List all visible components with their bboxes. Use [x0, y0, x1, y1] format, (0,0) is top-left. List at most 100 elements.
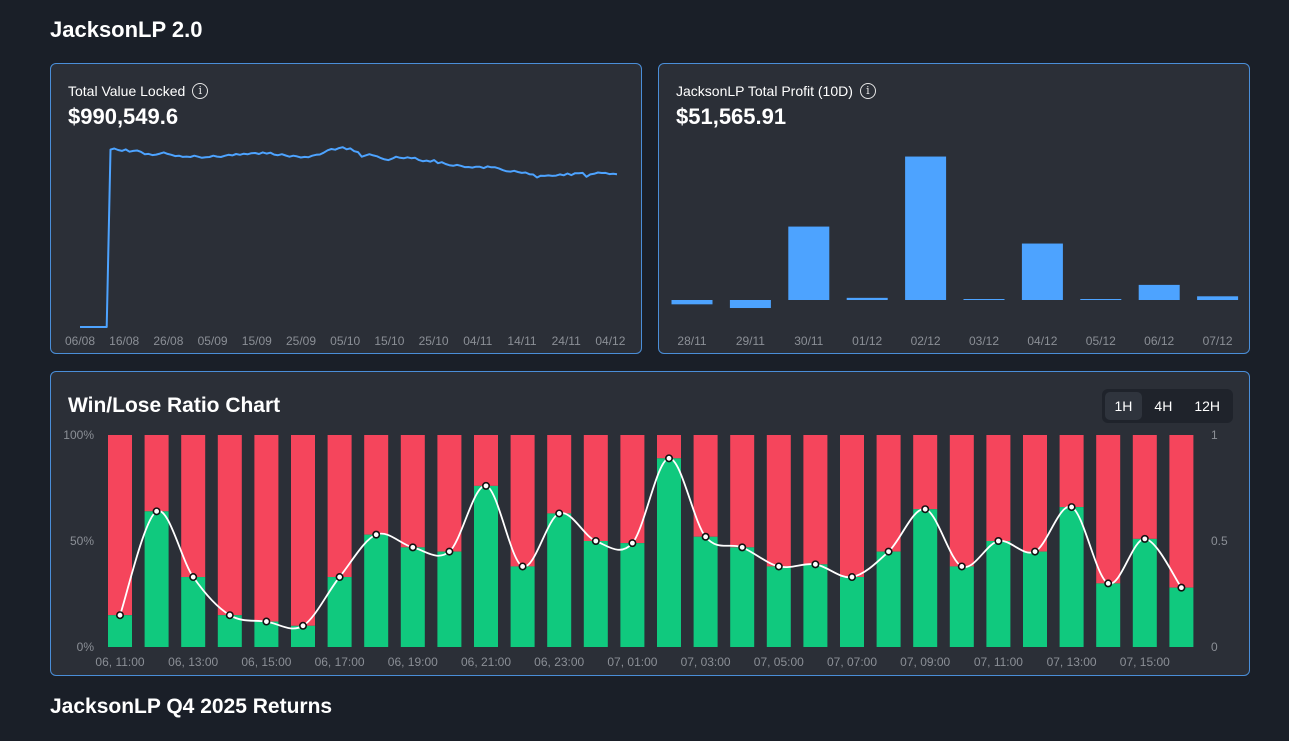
- win-bar: [1096, 583, 1121, 647]
- tvl-x-tick-label: 25/10: [419, 334, 449, 348]
- timeframe-4h-button[interactable]: 4H: [1154, 398, 1173, 414]
- win-ratio-point: [445, 547, 454, 556]
- win-bar: [766, 566, 791, 647]
- win-bar: [291, 625, 315, 647]
- win-ratio-point: [1067, 503, 1076, 512]
- win-ratio-point: [628, 539, 637, 548]
- lose-bar: [913, 435, 938, 510]
- wl-x-tick-label: 06, 11:00: [95, 655, 144, 669]
- win-bar: [364, 534, 389, 647]
- wl-x-tick-label: 07, 09:00: [900, 655, 950, 669]
- win-ratio-point: [116, 611, 125, 620]
- wl-y-left-tick-label: 100%: [63, 428, 94, 442]
- info-icon[interactable]: i: [859, 83, 876, 99]
- win-bar: [474, 485, 498, 647]
- tvl-line-chart: 06/08 16/08 26/08 05/09 15/09 25/09 05/10 15/10…: [65, 146, 626, 348]
- tvl-label-row: Total Value Locked i: [68, 83, 209, 99]
- lose-bar: [291, 435, 315, 626]
- wl-y-right-tick-label: 0: [1211, 640, 1218, 654]
- tvl-value: $990,549.6: [68, 104, 179, 129]
- profit-x-tick-label: 05/12: [1086, 334, 1116, 348]
- win-ratio-point: [701, 532, 710, 541]
- profit-bar: [846, 297, 888, 300]
- tvl-x-tick-label: 25/09: [286, 334, 316, 348]
- lose-bar: [144, 435, 169, 512]
- win-ratio-point: [1140, 534, 1149, 543]
- timeframe-12h-button[interactable]: 12H: [1194, 398, 1220, 414]
- info-icon[interactable]: i: [192, 83, 209, 99]
- win-bar: [1132, 538, 1157, 647]
- win-ratio-point: [1104, 579, 1113, 588]
- win-ratio-point: [262, 617, 271, 626]
- win-bar: [803, 564, 828, 647]
- win-ratio-point: [299, 621, 308, 630]
- profit-bar: [1021, 243, 1063, 300]
- tvl-x-tick-label: 16/08: [109, 334, 139, 348]
- win-ratio-point: [847, 573, 856, 582]
- win-bar: [1059, 507, 1084, 647]
- tvl-card: Total Value Locked i $990,549.6 06/08 16/…: [50, 63, 642, 354]
- win-bar: [657, 458, 681, 647]
- win-bar: [108, 615, 132, 647]
- lose-bar: [400, 435, 425, 548]
- win-bar: [400, 547, 425, 647]
- win-ratio-point: [555, 509, 564, 518]
- wl-x-tick-label: 07, 03:00: [681, 655, 731, 669]
- lose-bar: [949, 435, 974, 567]
- win-ratio-point: [1030, 547, 1039, 556]
- tvl-x-tick-label: 14/11: [507, 334, 536, 348]
- tvl-x-tick-label: 04/12: [595, 334, 625, 348]
- lose-bar: [803, 435, 828, 565]
- wl-x-tick-label: 06, 19:00: [388, 655, 438, 669]
- win-bar: [254, 621, 279, 647]
- lose-bar: [1169, 435, 1194, 588]
- lose-bar: [327, 435, 352, 578]
- win-lose-card: Win/Lose Ratio Chart 1H 4H 12H 0% 50% 100%…: [50, 371, 1250, 676]
- profit-x-tick-label: 30/11: [794, 334, 823, 348]
- timeframe-1h-button[interactable]: 1H: [1104, 392, 1143, 420]
- wl-x-tick-label: 07, 07:00: [827, 655, 877, 669]
- win-bar: [986, 541, 1011, 647]
- lose-bar: [657, 435, 681, 459]
- win-ratio-point: [664, 454, 673, 463]
- win-ratio-point: [335, 573, 344, 582]
- win-ratio-point: [189, 573, 198, 582]
- win-bar: [913, 509, 938, 647]
- profit-label: JacksonLP Total Profit (10D): [676, 83, 853, 99]
- profit-x-tick-label: 02/12: [911, 334, 941, 348]
- tvl-series-line: [80, 146, 618, 328]
- lose-bar: [1096, 435, 1121, 584]
- wl-y-left-tick-label: 0%: [77, 640, 95, 654]
- wl-y-right-tick-label: 0.5: [1211, 534, 1228, 548]
- win-bar: [510, 566, 535, 647]
- win-ratio-point: [884, 547, 893, 556]
- win-bar: [730, 547, 755, 647]
- win-bar: [620, 543, 645, 647]
- lose-bar: [474, 435, 498, 486]
- win-ratio-point: [481, 481, 490, 490]
- wl-x-tick-label: 07, 15:00: [1120, 655, 1170, 669]
- tvl-x-tick-label: 15/09: [242, 334, 272, 348]
- win-bar: [217, 615, 242, 647]
- wl-x-tick-label: 06, 17:00: [315, 655, 365, 669]
- profit-x-tick-label: 28/11: [677, 334, 706, 348]
- win-ratio-point: [518, 562, 527, 571]
- page-title: JacksonLP 2.0: [50, 17, 203, 42]
- profit-bar: [671, 300, 713, 305]
- lose-bar: [510, 435, 535, 567]
- profit-bar-chart: 28/11 29/11 30/11 01/12 02/12 03/12 04/12 05/12…: [671, 156, 1239, 348]
- wl-y-left-tick-label: 50%: [70, 534, 94, 548]
- wl-x-tick-label: 06, 15:00: [241, 655, 291, 669]
- tvl-x-tick-label: 15/10: [374, 334, 404, 348]
- profit-bar: [1197, 296, 1239, 300]
- lose-bar: [437, 435, 462, 552]
- win-ratio-point: [811, 560, 820, 569]
- win-ratio-point: [957, 562, 966, 571]
- tvl-x-tick-label: 04/11: [463, 334, 492, 348]
- lose-bar: [840, 435, 864, 578]
- profit-x-tick-label: 07/12: [1203, 334, 1233, 348]
- tvl-x-tick-label: 26/08: [153, 334, 183, 348]
- lose-bar: [547, 435, 572, 514]
- win-bar: [693, 536, 718, 647]
- profit-label-row: JacksonLP Total Profit (10D) i: [676, 83, 876, 99]
